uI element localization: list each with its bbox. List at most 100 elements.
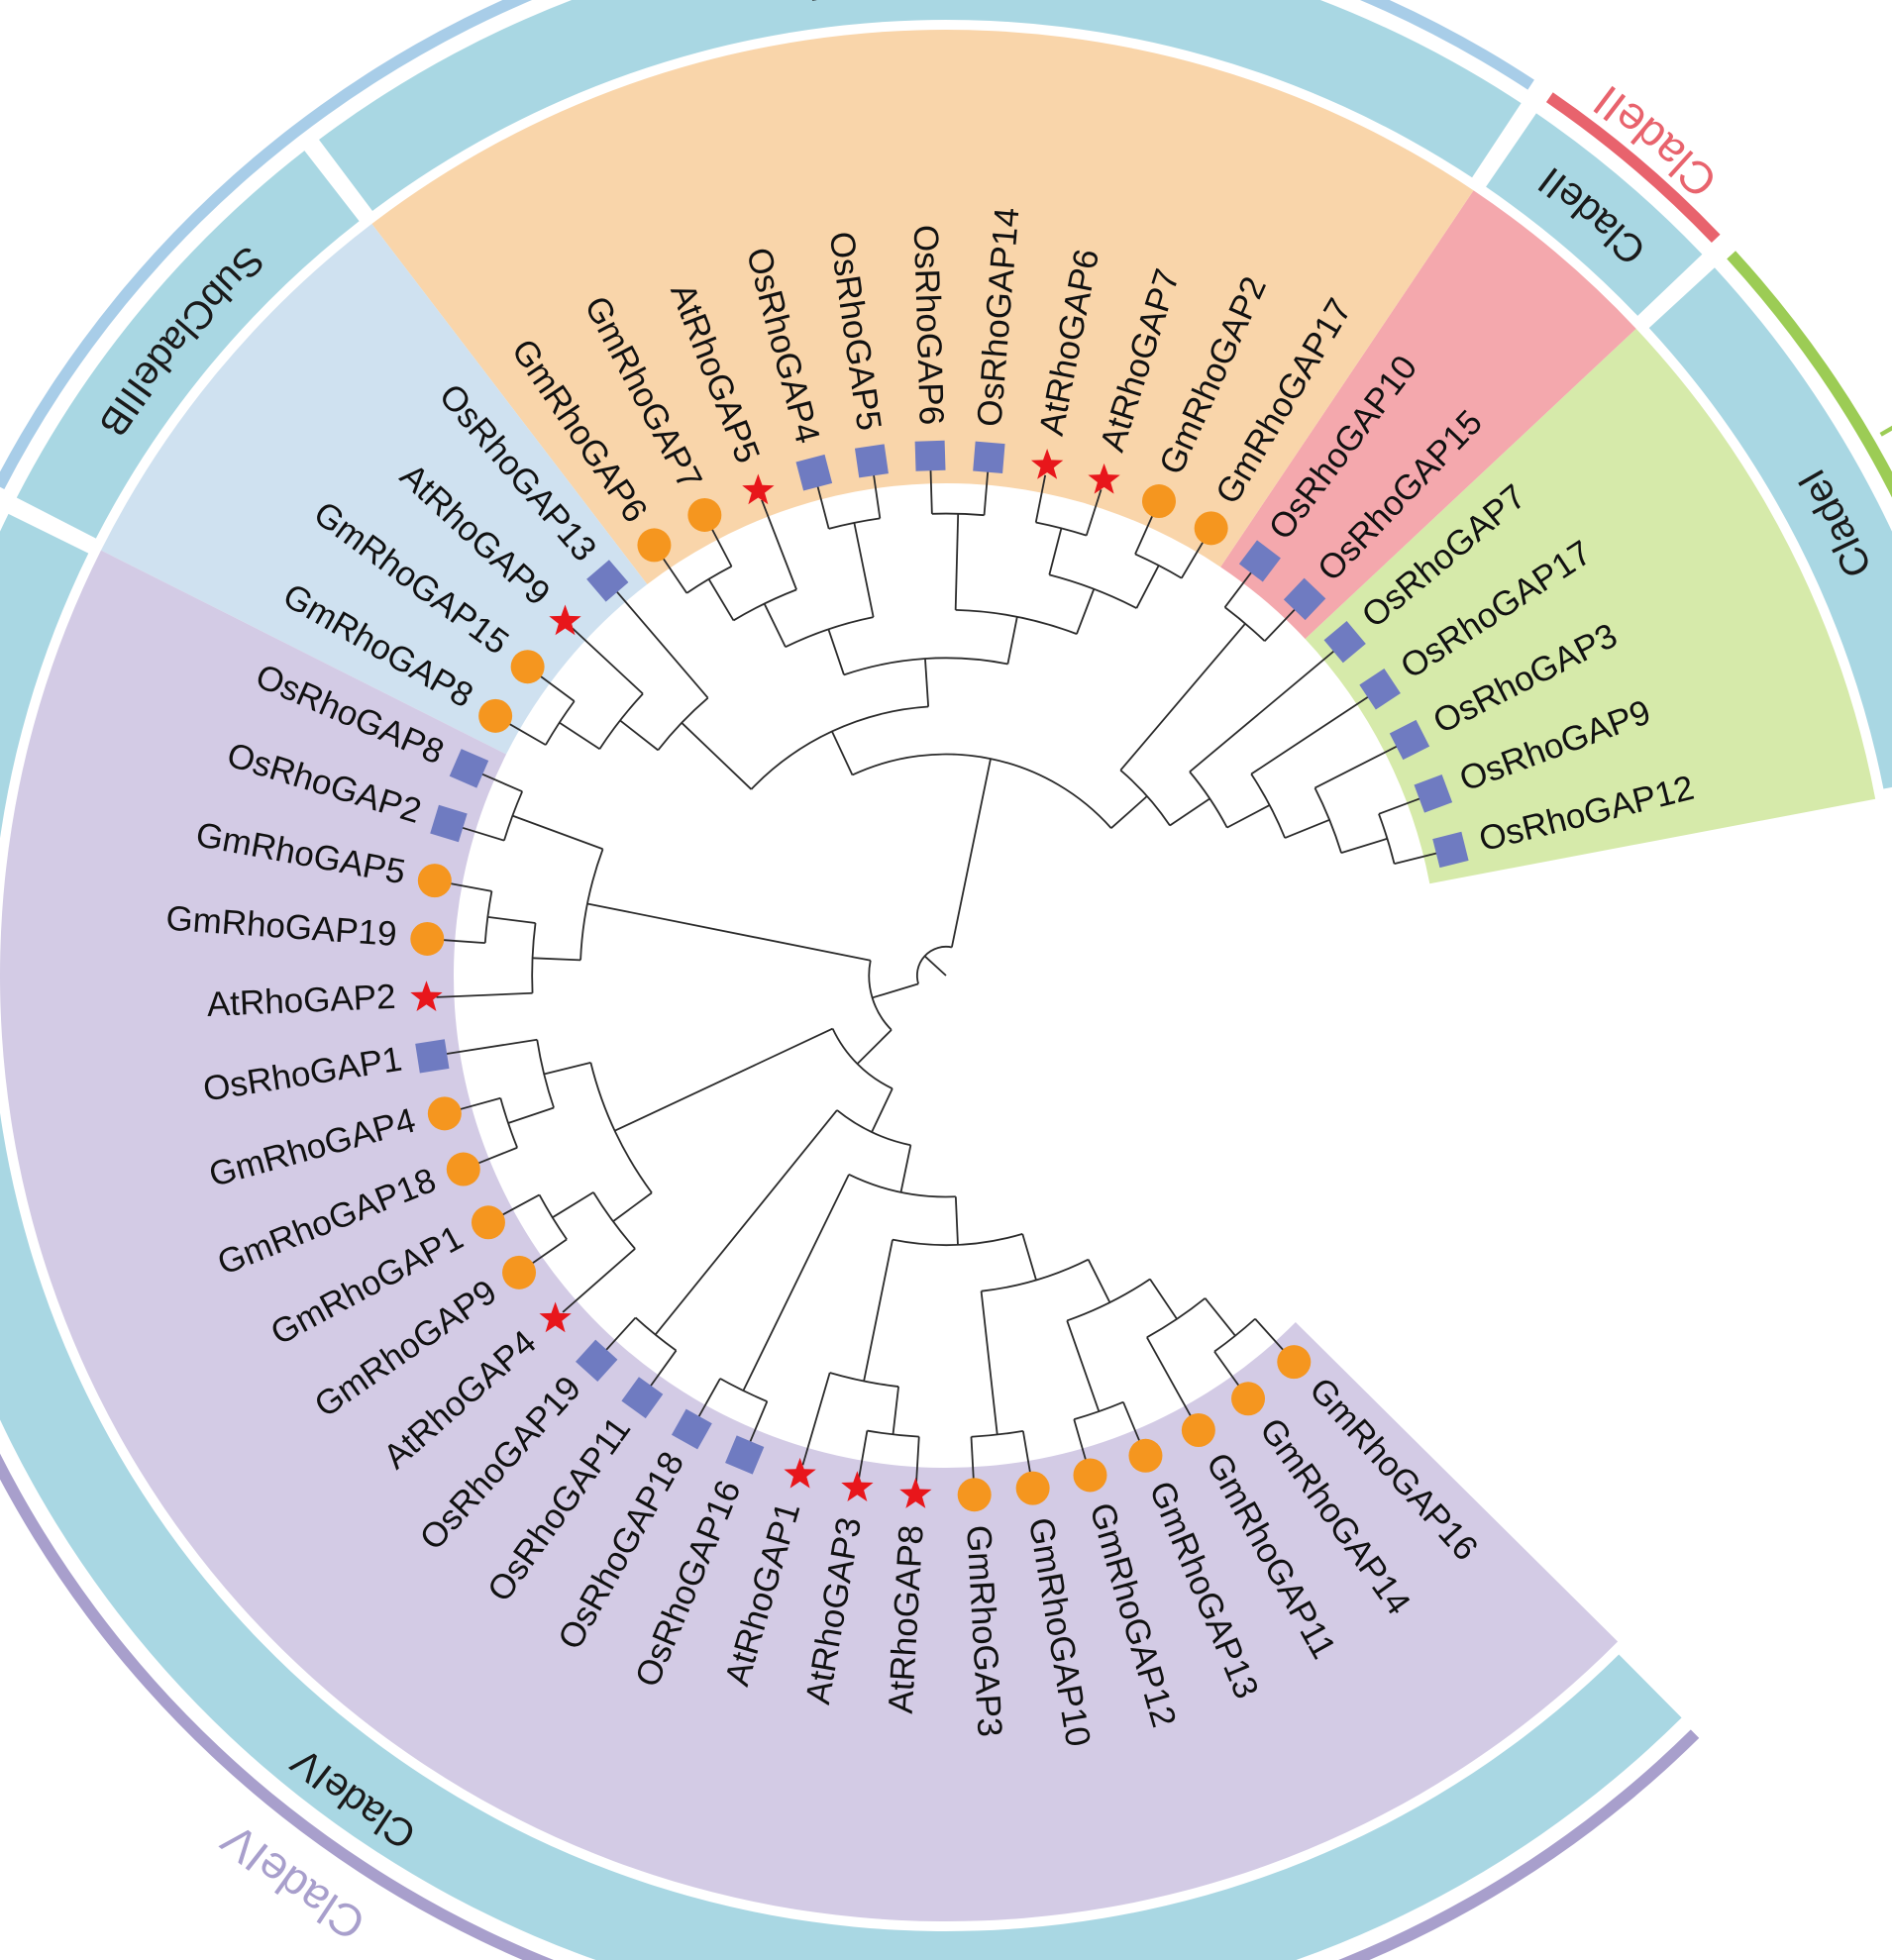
tree-branch — [853, 522, 875, 618]
band-subcladeiiia — [319, 0, 1522, 211]
square-marker-osrhogap9 — [1414, 774, 1453, 813]
tree-branch-arc — [1134, 553, 1183, 579]
tree-branch-arc — [719, 1378, 768, 1402]
tree-branch-arc — [843, 657, 1008, 676]
tree-branch — [1226, 804, 1271, 829]
outer-arc-cladei — [1727, 251, 1892, 498]
tree-branch — [613, 587, 709, 699]
tree-branch — [1110, 795, 1148, 829]
tree-branch — [924, 658, 930, 707]
tree-root-branch — [923, 955, 947, 977]
circle-marker-gmrhogap15 — [510, 650, 545, 684]
tree-branch — [1189, 647, 1338, 773]
tree-branch — [647, 1350, 678, 1391]
band-cladeii — [1486, 113, 1703, 316]
branch-layer — [436, 465, 1441, 1486]
tree-branch — [552, 1191, 594, 1219]
tree-branch — [950, 758, 992, 948]
band-subcladeiiib — [16, 151, 360, 539]
tree-branch — [872, 982, 919, 999]
tree-branch — [614, 1027, 833, 1132]
square-marker-osrhogap8 — [449, 749, 489, 788]
tree-branch — [1213, 1351, 1243, 1392]
tree-branch — [970, 1436, 976, 1486]
square-marker-osrhogap6 — [914, 440, 946, 471]
marker-layer — [410, 440, 1469, 1512]
square-marker-osrhogap7 — [1323, 621, 1366, 664]
star-marker-atrhogap1 — [784, 1457, 816, 1489]
tree-branch — [954, 513, 960, 610]
tree-branch — [1048, 528, 1063, 575]
tree-branch — [980, 1290, 999, 1435]
tree-branch — [543, 1062, 591, 1076]
circle-marker-gmrhogap7 — [687, 497, 722, 532]
tree-branch — [983, 466, 990, 516]
tree-branch — [761, 499, 797, 590]
square-marker-osrhogap2 — [430, 804, 468, 843]
circle-marker-gmrhogap4 — [427, 1096, 462, 1131]
sector-cladeiv — [0, 550, 1619, 1921]
circle-marker-gmrhogap6 — [637, 528, 672, 563]
circle-marker-gmrhogap13 — [1128, 1438, 1163, 1473]
tree-branch — [681, 722, 752, 790]
tree-branch — [1149, 1278, 1178, 1320]
tree-branch — [1122, 1401, 1143, 1447]
square-marker-osrhogap17 — [1359, 668, 1401, 710]
star-marker-atrhogap2 — [410, 980, 443, 1012]
tree-branch — [1204, 1297, 1236, 1337]
tree-branch-arc — [852, 753, 1112, 829]
tree-branch — [747, 1400, 769, 1447]
circle-marker-gmrhogap1 — [471, 1205, 505, 1240]
tree-branch — [801, 1372, 831, 1466]
tree-branch — [831, 731, 854, 775]
square-marker-osrhogap3 — [1389, 719, 1430, 761]
tree-branch — [871, 1087, 893, 1133]
band-cladei — [1648, 267, 1892, 789]
tree-branch — [612, 1191, 653, 1222]
outer-label-cladeiv: CladeIV — [212, 1813, 374, 1950]
tree-branch — [454, 1096, 501, 1112]
tree-branch — [1340, 837, 1388, 855]
tree-branch-arc — [483, 890, 493, 944]
star-marker-atrhogap4 — [539, 1301, 572, 1333]
tree-branch-arc — [1049, 573, 1137, 609]
tree-branch — [472, 1146, 518, 1167]
tree-branch — [532, 957, 581, 962]
tree-branch — [503, 720, 547, 746]
tree-branch — [487, 915, 536, 924]
circle-marker-gmrhogap14 — [1231, 1382, 1266, 1416]
sector-cladeii — [1220, 190, 1636, 640]
tree-branch — [872, 470, 882, 519]
star-marker-atrhogap5 — [742, 473, 775, 505]
tree-branch — [1284, 818, 1330, 839]
sector-cladei — [1305, 328, 1876, 884]
tree-branch — [526, 1238, 568, 1268]
square-marker-osrhogap15 — [1283, 577, 1326, 621]
circle-marker-gmrhogap11 — [1181, 1412, 1215, 1447]
tree-branch — [572, 627, 644, 695]
tree-branch — [1087, 1259, 1111, 1303]
tree-branch — [512, 814, 603, 851]
tree-branch — [1378, 795, 1424, 815]
tree-branch — [1006, 616, 1018, 665]
tree-branch — [1076, 588, 1096, 635]
square-marker-osrhogap5 — [854, 444, 889, 478]
tree-branch — [899, 1145, 912, 1192]
tree-branch — [442, 1038, 538, 1056]
tree-branch — [535, 671, 576, 702]
square-marker-osrhogap1 — [415, 1039, 450, 1074]
tree-branch — [1034, 474, 1047, 523]
star-marker-atrhogap8 — [899, 1478, 932, 1508]
tree-branch-arc — [685, 566, 732, 594]
tree-branch — [444, 881, 492, 892]
tree-branch — [742, 1174, 850, 1392]
tree-branch — [559, 721, 600, 750]
circle-marker-gmrhogap10 — [1015, 1471, 1050, 1505]
tree-branch — [1264, 605, 1299, 642]
tree-branch — [1181, 536, 1208, 579]
tree-branch — [827, 629, 845, 675]
circle-marker-gmrhogap16 — [1277, 1345, 1312, 1380]
